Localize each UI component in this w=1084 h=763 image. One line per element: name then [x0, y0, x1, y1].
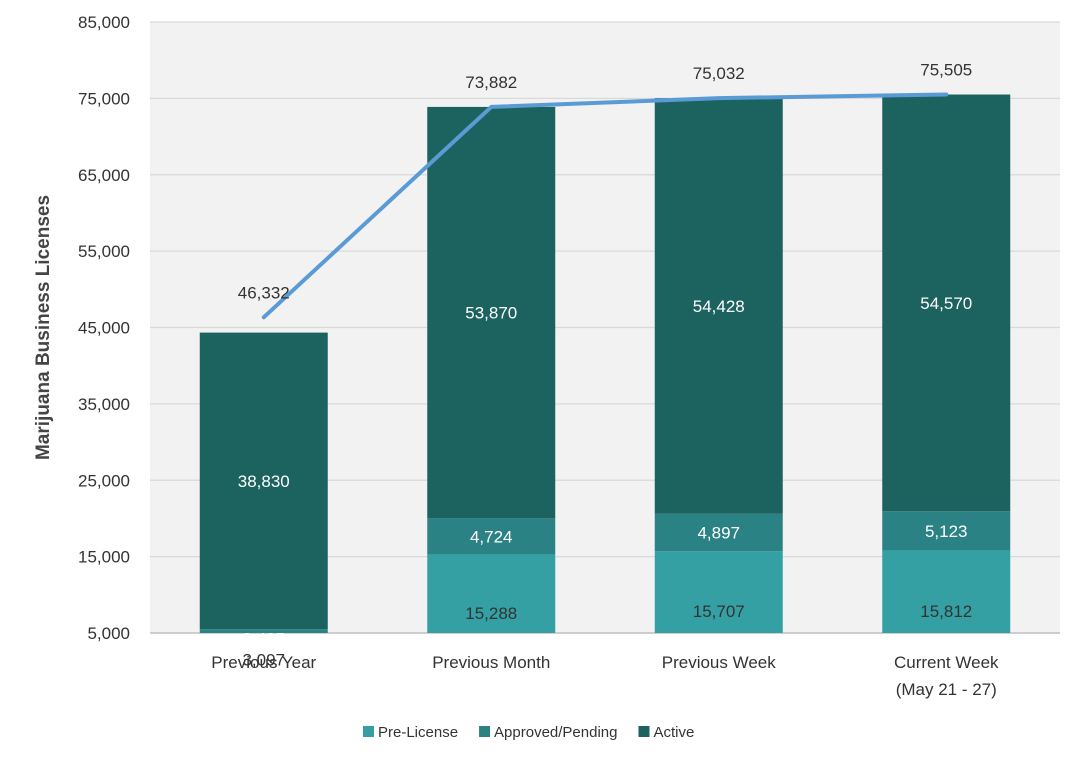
y-tick-label: 55,000 — [78, 242, 130, 261]
segment-value-label: 2,405 — [242, 629, 285, 648]
segment-value-label: 5,123 — [925, 522, 968, 541]
bar-segment — [882, 94, 1011, 512]
legend-label: Approved/Pending — [494, 724, 617, 741]
x-category-label: Previous Month — [432, 653, 550, 672]
segment-value-label: 38,830 — [238, 472, 290, 491]
bar-segment — [199, 629, 328, 633]
segment-value-label: 4,897 — [697, 524, 740, 543]
x-category-label: Current Week (May 21 - 27) — [894, 653, 999, 699]
segment-value-label: 53,870 — [465, 304, 517, 323]
y-tick-label: 35,000 — [78, 395, 130, 414]
total-line — [261, 92, 949, 320]
bars — [199, 94, 1011, 633]
bar-segment — [654, 551, 783, 633]
total-value-label: 75,032 — [693, 64, 745, 83]
bar-segment — [654, 513, 783, 552]
x-category-label: Previous Year — [211, 653, 316, 672]
bar-segment — [427, 554, 556, 633]
total-value-label: 73,882 — [465, 73, 517, 92]
y-tick-label: 5,000 — [87, 624, 130, 643]
segment-value-label: 15,812 — [920, 602, 972, 621]
legend-swatch — [638, 726, 650, 737]
x-axis-category-labels: Previous Year Previous Month Previous Week… — [211, 653, 999, 699]
legend-swatch — [479, 726, 491, 737]
x-category-label: Previous Week — [662, 653, 777, 672]
total-value-label: 75,505 — [920, 61, 972, 80]
bar-segment — [882, 511, 1011, 551]
segment-value-label: 15,288 — [465, 604, 517, 623]
legend: Pre-License Approved/Pending Active — [363, 724, 694, 741]
legend-label: Pre-License — [378, 724, 458, 741]
y-axis-title: Marijuana Business Licenses — [33, 195, 54, 460]
y-tick-label: 75,000 — [78, 89, 130, 108]
bar-segment — [427, 106, 556, 519]
y-tick-label: 15,000 — [78, 548, 130, 567]
y-tick-label: 25,000 — [78, 471, 130, 490]
segment-value-label: 4,724 — [470, 527, 513, 546]
y-tick-label: 85,000 — [78, 13, 130, 32]
bar-segment — [882, 550, 1011, 633]
total-value-label: 46,332 — [238, 283, 290, 302]
y-tick-label: 65,000 — [78, 166, 130, 185]
legend-swatch — [363, 726, 374, 737]
y-tick-label: 45,000 — [78, 319, 130, 338]
segment-value-label: 3,097 — [242, 650, 285, 669]
bar-segment — [654, 98, 783, 514]
segment-value-label: 15,707 — [693, 602, 745, 621]
bar-segment — [199, 332, 328, 630]
data-labels: 3,097 2,405 38,830 15,288 4,724 53,870 15,707 4… — [238, 61, 973, 670]
segment-value-label: 54,428 — [693, 297, 745, 316]
y-axis-tick-labels: 5,000 15,000 25,000 35,000 45,000 55,000 65,00… — [78, 13, 130, 643]
legend-label: Active — [653, 724, 694, 741]
bar-segment — [427, 518, 556, 555]
total-line-path — [261, 92, 949, 320]
segment-value-label: 54,570 — [920, 294, 972, 313]
